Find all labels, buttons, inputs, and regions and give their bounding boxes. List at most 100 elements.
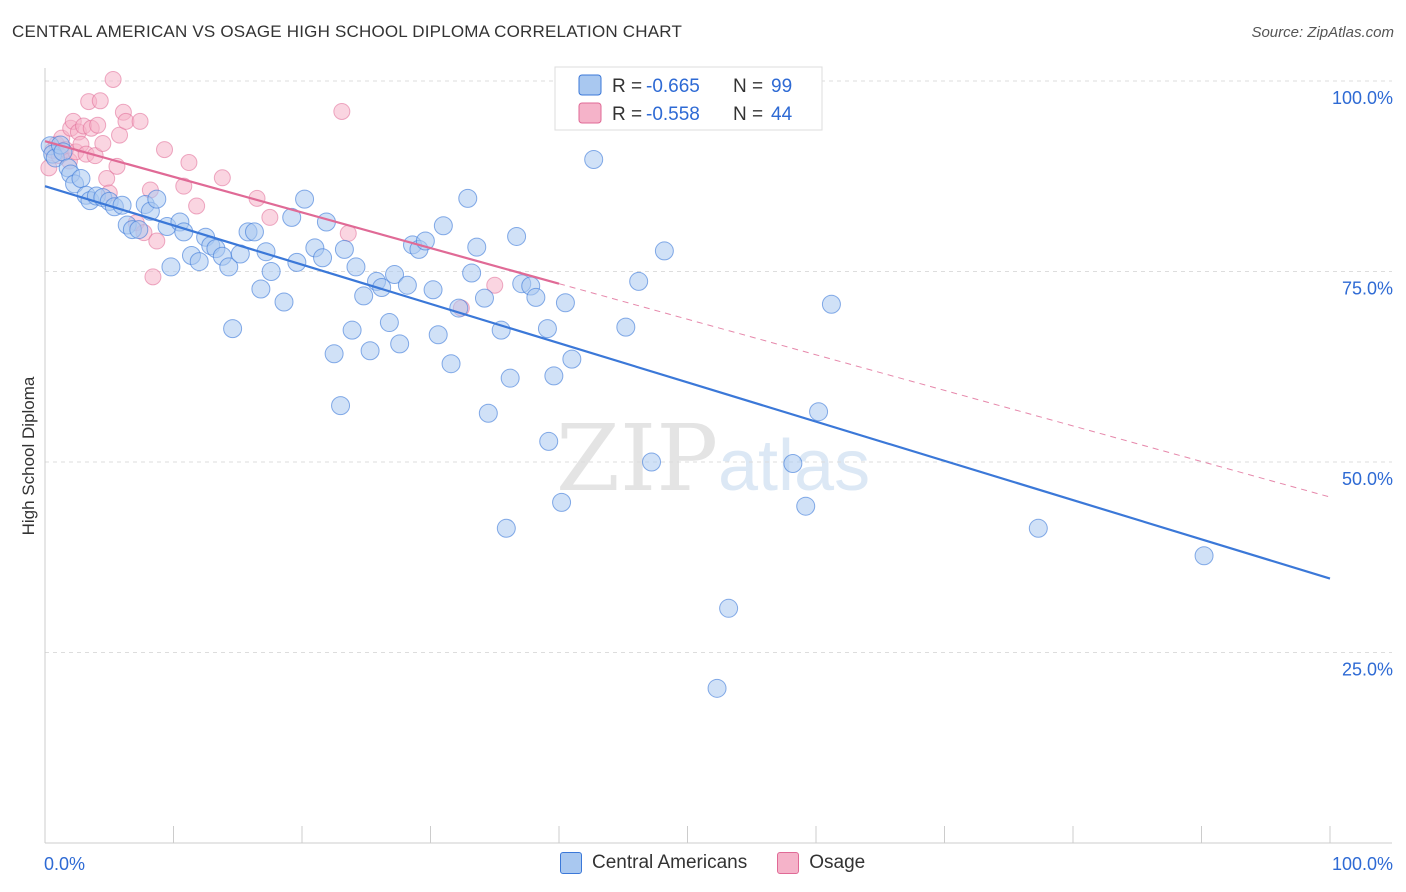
point-central-americans-32 bbox=[219, 257, 239, 277]
point-central-americans-98 bbox=[1028, 518, 1048, 538]
point-central-americans-50 bbox=[342, 320, 362, 340]
legend-item-central-americans[interactable]: Central Americans bbox=[560, 852, 747, 874]
point-central-americans-88 bbox=[616, 317, 636, 337]
point-central-americans-21 bbox=[147, 189, 167, 209]
y-tick-label-100: 100.0% bbox=[1332, 88, 1393, 108]
point-central-americans-53 bbox=[360, 341, 380, 361]
point-osage-43 bbox=[486, 276, 504, 294]
y-tick-label-50: 50.0% bbox=[1342, 469, 1393, 489]
point-central-americans-93 bbox=[719, 598, 739, 618]
legend-label-central-americans: Central Americans bbox=[592, 852, 748, 873]
point-central-americans-67 bbox=[449, 298, 469, 318]
legend-n-value-2: 44 bbox=[771, 104, 793, 125]
legend-swatch-pink bbox=[578, 102, 602, 124]
point-central-americans-43 bbox=[295, 189, 315, 209]
point-central-americans-90 bbox=[642, 452, 662, 472]
point-central-americans-47 bbox=[324, 344, 344, 364]
point-central-americans-71 bbox=[474, 288, 494, 308]
point-central-americans-23 bbox=[161, 257, 181, 277]
point-central-americans-63 bbox=[423, 280, 443, 300]
point-osage-26 bbox=[117, 112, 135, 130]
point-osage-18 bbox=[91, 92, 109, 110]
point-central-americans-59 bbox=[397, 275, 417, 295]
point-osage-36 bbox=[188, 197, 206, 215]
point-osage-34 bbox=[175, 177, 193, 195]
legend-item-osage[interactable]: Osage bbox=[777, 852, 865, 874]
trend-osage-extension bbox=[558, 283, 1331, 498]
legend-n-label-2: N = bbox=[733, 104, 763, 125]
legend-swatch-blue bbox=[578, 74, 602, 96]
point-central-americans-8 bbox=[71, 169, 91, 189]
point-central-americans-55 bbox=[372, 278, 392, 298]
point-central-americans-65 bbox=[433, 216, 453, 236]
y-tick-label-75: 75.0% bbox=[1342, 279, 1393, 299]
legend-r-label-1: R = bbox=[612, 76, 642, 97]
point-central-americans-84 bbox=[555, 293, 575, 313]
point-central-americans-56 bbox=[379, 313, 399, 333]
y-tick-labels: 25.0% 50.0% 75.0% 100.0% bbox=[1332, 88, 1393, 680]
point-osage-31 bbox=[144, 268, 162, 286]
chart-title: CENTRAL AMERICAN VS OSAGE HIGH SCHOOL DI… bbox=[12, 22, 683, 41]
point-osage-35 bbox=[180, 154, 198, 172]
point-central-americans-75 bbox=[500, 368, 520, 388]
point-osage-17 bbox=[89, 116, 107, 134]
point-central-americans-99 bbox=[1194, 546, 1214, 566]
legend-n-label-1: N = bbox=[733, 76, 763, 97]
point-central-americans-27 bbox=[189, 252, 209, 272]
point-central-americans-82 bbox=[544, 366, 564, 386]
point-central-americans-95 bbox=[796, 496, 816, 516]
point-osage-37 bbox=[213, 169, 231, 187]
x-tick-label-100: 100.0% bbox=[1332, 854, 1393, 874]
x-tick-labels: 0.0% 100.0% bbox=[44, 854, 1393, 874]
trend-central-americans bbox=[44, 185, 1331, 580]
watermark: ZIP atlas bbox=[556, 405, 870, 512]
point-central-americans-52 bbox=[354, 286, 374, 306]
point-osage-19 bbox=[94, 134, 112, 152]
point-central-americans-79 bbox=[526, 287, 546, 307]
point-central-americans-94 bbox=[783, 454, 803, 474]
y-axis-label: High School Diploma bbox=[19, 376, 38, 535]
point-osage-40 bbox=[333, 102, 351, 120]
point-central-americans-68 bbox=[458, 188, 478, 208]
point-central-americans-15 bbox=[112, 195, 132, 215]
legend-swatch-central-americans bbox=[560, 852, 582, 874]
point-central-americans-97 bbox=[821, 294, 841, 314]
point-central-americans-70 bbox=[467, 237, 487, 257]
point-central-americans-85 bbox=[562, 349, 582, 369]
point-central-americans-57 bbox=[385, 265, 405, 285]
source-label: Source: ZipAtlas.com bbox=[1251, 24, 1394, 41]
point-central-americans-33 bbox=[223, 319, 243, 339]
point-central-americans-86 bbox=[584, 149, 604, 169]
point-central-americans-66 bbox=[441, 354, 461, 374]
legend-r-value-1: -0.665 bbox=[646, 76, 700, 97]
y-tick-label-25: 25.0% bbox=[1342, 660, 1393, 680]
legend-n-value-1: 99 bbox=[771, 76, 792, 97]
point-central-americans-91 bbox=[654, 241, 674, 261]
x-tick-label-0: 0.0% bbox=[44, 854, 85, 874]
point-central-americans-74 bbox=[496, 518, 516, 538]
series-central-americans bbox=[40, 82, 1214, 698]
point-central-americans-41 bbox=[282, 207, 302, 227]
point-central-americans-89 bbox=[629, 271, 649, 291]
point-central-americans-49 bbox=[334, 239, 354, 259]
trend-lines bbox=[44, 140, 1331, 580]
point-central-americans-83 bbox=[552, 492, 572, 512]
legend-label-osage: Osage bbox=[809, 852, 866, 873]
point-central-americans-39 bbox=[261, 262, 281, 281]
axes bbox=[44, 68, 1392, 844]
point-central-americans-36 bbox=[244, 222, 264, 242]
point-central-americans-45 bbox=[313, 248, 333, 268]
point-central-americans-72 bbox=[478, 403, 498, 423]
point-osage-33 bbox=[156, 141, 174, 159]
watermark-zip: ZIP bbox=[556, 405, 718, 512]
gridlines bbox=[45, 80, 1392, 653]
trend-osage bbox=[44, 140, 560, 285]
legend-stats: R = -0.665 N = 99 R = -0.558 N = 44 bbox=[554, 66, 823, 131]
point-central-americans-80 bbox=[537, 319, 557, 339]
point-central-americans-58 bbox=[390, 334, 410, 354]
legend-r-value-2: -0.558 bbox=[646, 104, 700, 125]
point-central-americans-73 bbox=[491, 320, 511, 340]
point-central-americans-76 bbox=[507, 226, 527, 246]
point-osage-28 bbox=[131, 112, 149, 130]
